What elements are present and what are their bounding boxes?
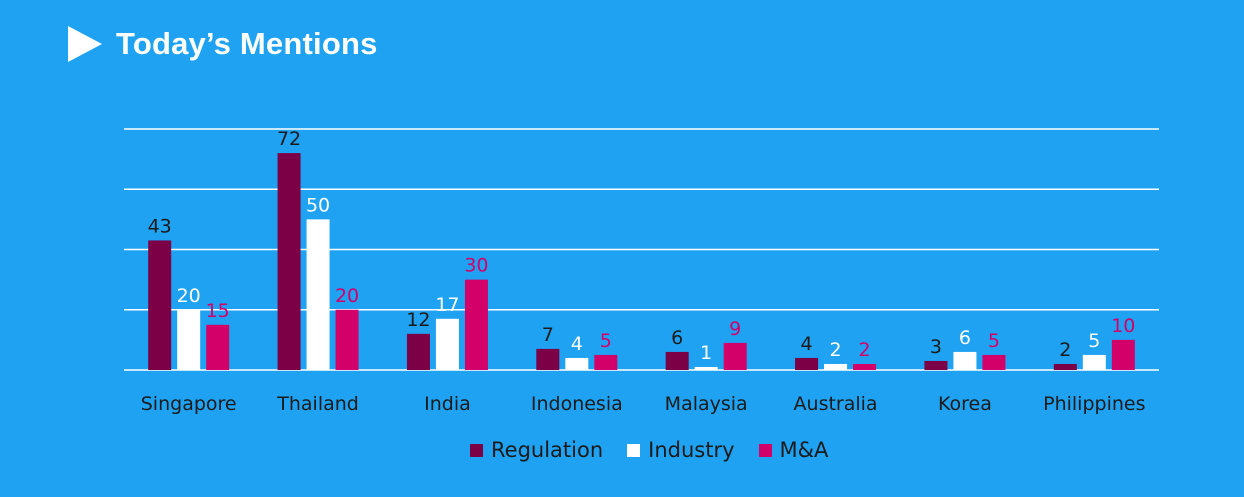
play-arrow-icon [68, 26, 102, 62]
data-label-manda-philippines: 10 [1111, 315, 1135, 337]
bar-industry-philippines [1082, 354, 1106, 370]
title-row: Today’s Mentions [68, 24, 378, 64]
page-title: Today’s Mentions [116, 26, 378, 61]
legend-swatch-regulation [470, 443, 483, 457]
bar-regulation-singapore [148, 240, 172, 370]
bar-industry-indonesia [565, 357, 589, 370]
data-label-industry-australia: 2 [830, 339, 842, 361]
bar-industry-australia [824, 363, 848, 370]
legend-swatch-industry [627, 443, 641, 457]
x-tick-label-philippines: Philippines [1043, 393, 1145, 415]
data-label-industry-thailand: 50 [306, 194, 330, 216]
bar-regulation-malaysia [665, 351, 689, 370]
legend-swatch-ma [758, 443, 772, 457]
data-label-regulation-indonesia: 7 [542, 324, 554, 346]
x-tick-label-singapore: Singapore [141, 393, 237, 415]
data-label-manda-thailand: 20 [335, 285, 359, 307]
data-label-industry-philippines: 5 [1088, 330, 1100, 352]
x-tick-label-australia: Australia [794, 393, 878, 415]
data-label-industry-indonesia: 4 [571, 333, 583, 355]
data-label-regulation-philippines: 2 [1059, 339, 1071, 361]
data-label-manda-malaysia: 9 [729, 318, 741, 340]
bar-manda-australia [853, 363, 877, 370]
data-label-manda-korea: 5 [988, 330, 1000, 352]
legend-label-regulation: Regulation [491, 438, 604, 462]
data-label-regulation-korea: 3 [930, 336, 942, 358]
bar-manda-india [464, 279, 488, 370]
legend-item-regulation: Regulation [470, 438, 603, 462]
bar-manda-korea [982, 354, 1006, 370]
data-label-industry-malaysia: 1 [700, 342, 712, 364]
data-label-regulation-malaysia: 6 [671, 327, 683, 349]
bar-manda-malaysia [723, 342, 747, 370]
bar-manda-singapore [206, 324, 230, 370]
bar-industry-singapore [177, 309, 201, 370]
x-tick-label-india: India [424, 393, 471, 415]
data-label-industry-india: 17 [435, 294, 459, 316]
data-label-regulation-australia: 4 [801, 333, 813, 355]
x-tick-label-korea: Korea [938, 393, 992, 415]
bar-industry-india [435, 318, 459, 370]
data-label-manda-singapore: 15 [206, 300, 230, 322]
data-label-regulation-india: 12 [406, 309, 430, 331]
bar-manda-indonesia [594, 354, 618, 370]
legend-label-ma: M&A [779, 438, 829, 462]
x-tick-label-malaysia: Malaysia [665, 393, 748, 415]
bar-regulation-korea [924, 360, 948, 370]
data-label-industry-korea: 6 [959, 327, 971, 349]
data-label-manda-indonesia: 5 [600, 330, 612, 352]
bar-manda-philippines [1111, 339, 1135, 370]
data-label-regulation-thailand: 72 [277, 128, 301, 150]
bar-regulation-australia [795, 357, 819, 370]
bar-industry-thailand [306, 219, 330, 370]
bar-regulation-thailand [277, 153, 301, 370]
legend-label-industry: Industry [648, 438, 735, 462]
bar-industry-malaysia [694, 366, 718, 370]
data-label-industry-singapore: 20 [177, 285, 201, 307]
bar-industry-korea [953, 351, 977, 370]
data-label-regulation-singapore: 43 [148, 215, 172, 237]
x-tick-label-indonesia: Indonesia [531, 393, 623, 415]
data-label-manda-india: 30 [464, 255, 488, 277]
x-tick-label-thailand: Thailand [276, 393, 359, 415]
bar-manda-thailand [335, 309, 359, 370]
bar-regulation-india [406, 333, 430, 370]
bar-regulation-philippines [1053, 363, 1077, 370]
bar-regulation-indonesia [536, 348, 560, 370]
chart-legend: Regulation Industry M&A [470, 438, 828, 462]
data-label-manda-australia: 2 [859, 339, 871, 361]
legend-item-ma: M&A [758, 438, 829, 462]
legend-item-industry: Industry [627, 438, 735, 462]
